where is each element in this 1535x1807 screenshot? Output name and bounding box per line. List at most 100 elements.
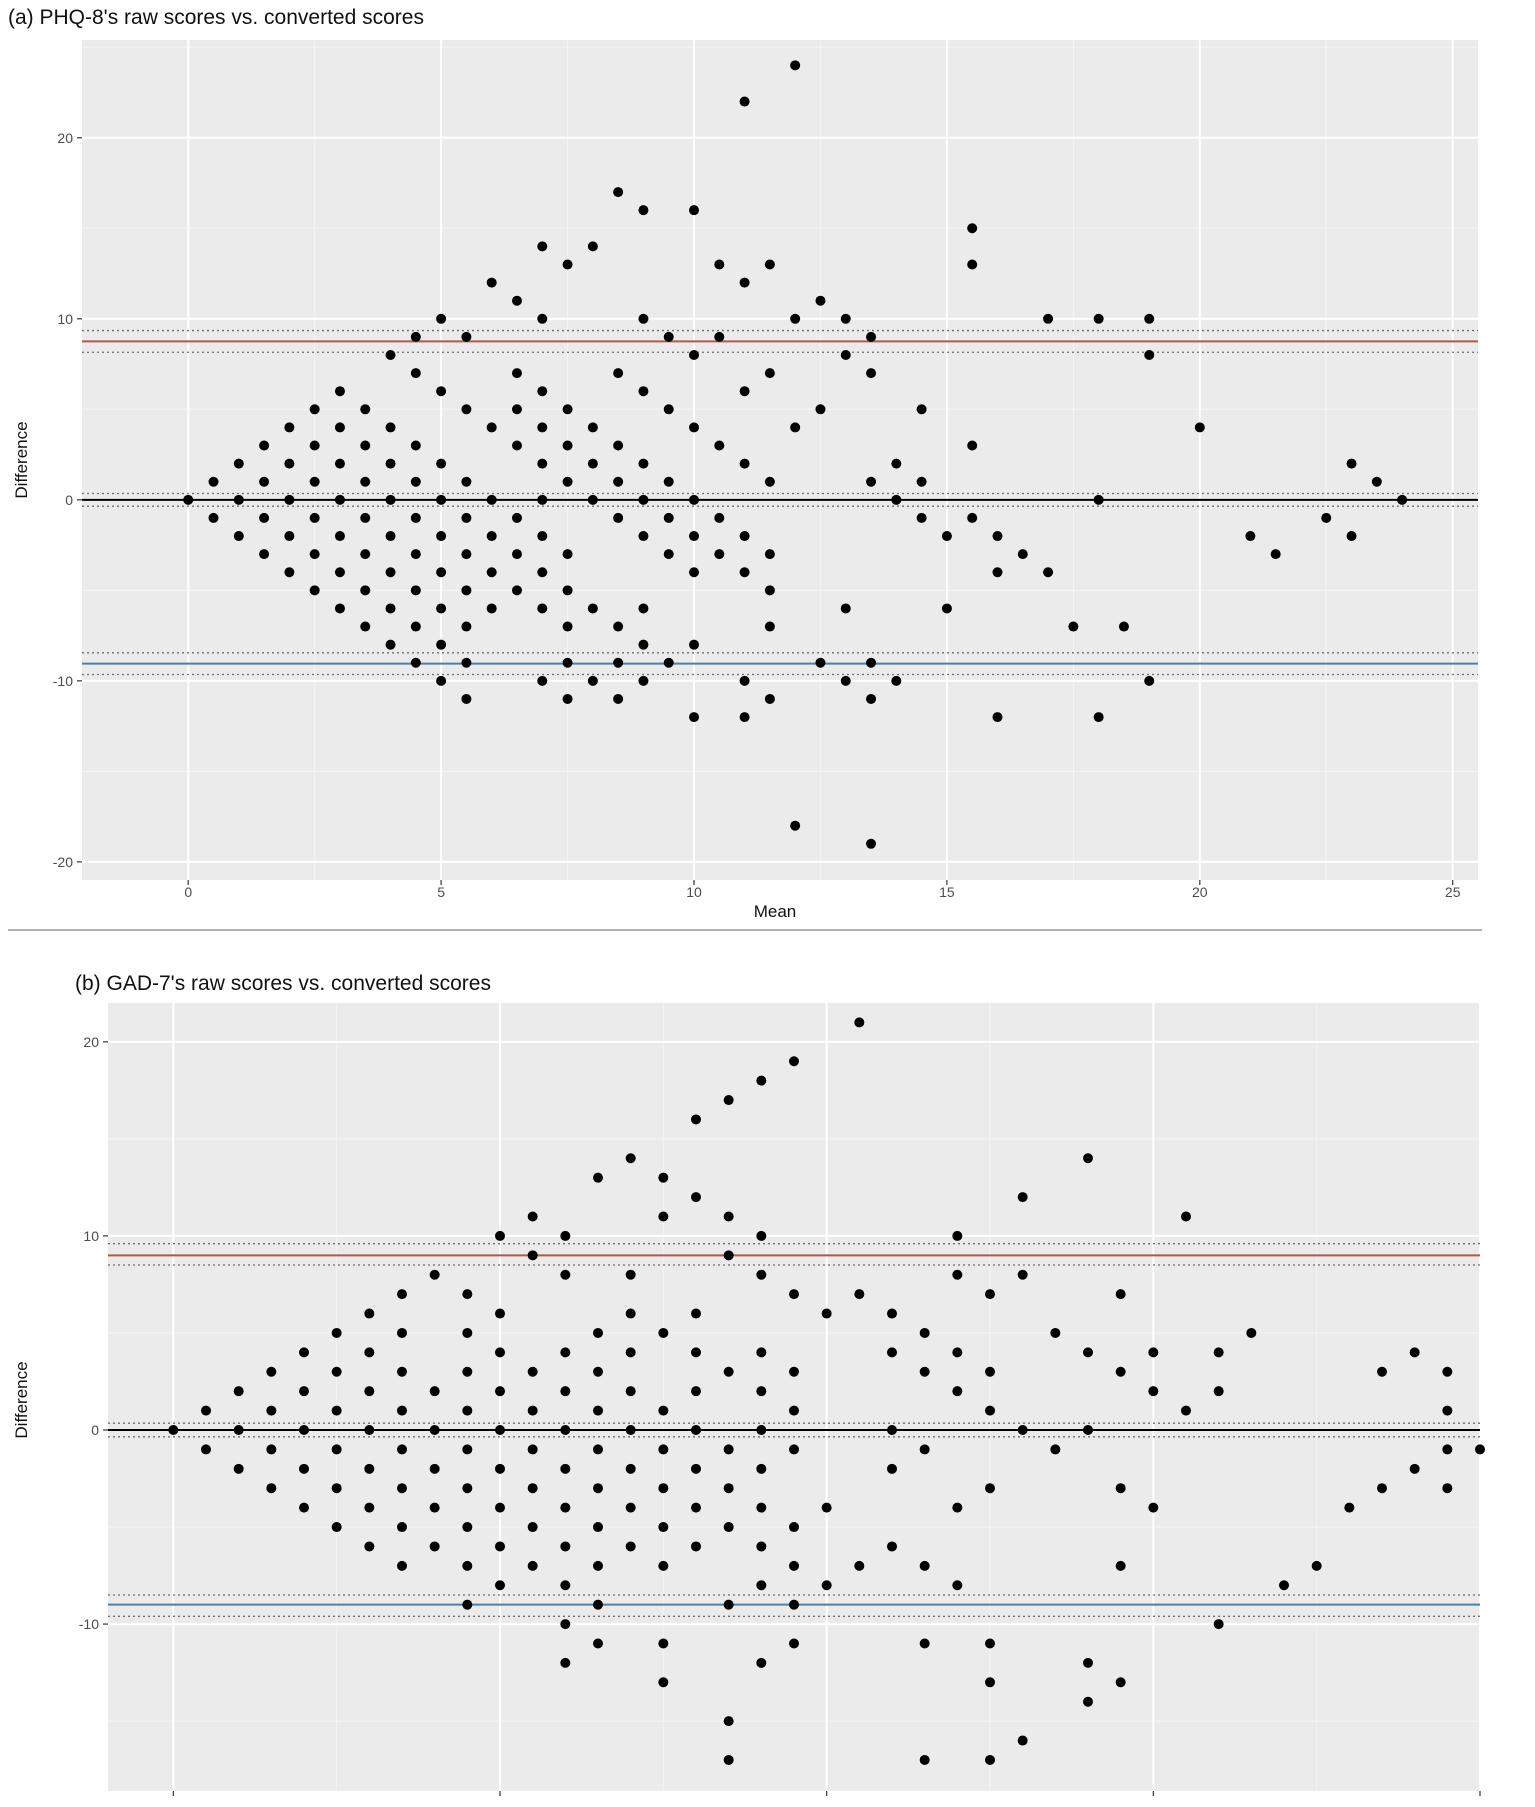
data-point bbox=[1050, 1327, 1061, 1338]
data-point bbox=[663, 657, 674, 668]
data-point bbox=[756, 1580, 767, 1591]
data-point bbox=[364, 1424, 375, 1435]
data-point bbox=[1475, 1444, 1485, 1455]
data-point bbox=[331, 1483, 342, 1494]
data-point bbox=[992, 567, 1003, 578]
data-point bbox=[756, 1541, 767, 1552]
data-point bbox=[537, 531, 548, 542]
data-point bbox=[397, 1522, 407, 1533]
data-point bbox=[952, 1230, 963, 1241]
data-point bbox=[638, 639, 649, 650]
data-point bbox=[593, 1405, 603, 1416]
data-point bbox=[789, 1638, 799, 1649]
data-point bbox=[1050, 1444, 1061, 1455]
data-point bbox=[593, 1327, 603, 1338]
data-point bbox=[1017, 549, 1028, 560]
data-point bbox=[1017, 1735, 1028, 1746]
data-point bbox=[397, 1444, 407, 1455]
data-point bbox=[299, 1424, 309, 1435]
data-point bbox=[1279, 1580, 1289, 1591]
data-point bbox=[689, 350, 700, 360]
data-point bbox=[723, 1483, 734, 1494]
data-point bbox=[233, 458, 244, 469]
data-point bbox=[537, 675, 548, 686]
data-point bbox=[1442, 1405, 1453, 1416]
data-point bbox=[1377, 1366, 1387, 1377]
data-point bbox=[625, 1153, 636, 1164]
data-point bbox=[562, 259, 573, 270]
data-point bbox=[723, 1754, 734, 1765]
y-tick-label: -10 bbox=[53, 673, 73, 689]
data-point bbox=[299, 1386, 309, 1397]
data-point bbox=[436, 603, 447, 614]
data-point bbox=[691, 1463, 701, 1474]
data-point bbox=[331, 1405, 342, 1416]
data-point bbox=[587, 422, 598, 433]
data-point bbox=[537, 494, 548, 505]
data-point bbox=[397, 1289, 407, 1300]
data-point bbox=[941, 531, 952, 542]
data-point bbox=[691, 1502, 701, 1513]
data-point bbox=[815, 657, 826, 668]
x-tick-label: 15 bbox=[939, 884, 955, 900]
data-point bbox=[941, 603, 952, 614]
data-point bbox=[397, 1366, 407, 1377]
data-point bbox=[461, 331, 472, 342]
data-point bbox=[663, 549, 674, 560]
data-point bbox=[360, 512, 371, 523]
chart-a-title: (a) PHQ-8's raw scores vs. converted sco… bbox=[8, 6, 424, 29]
x-tick-label: 25 bbox=[1445, 884, 1461, 900]
data-point bbox=[410, 585, 421, 596]
data-point bbox=[284, 494, 295, 505]
chart-a-x-ticks: 0 5 10 15 20 25 bbox=[184, 880, 1461, 900]
chart-b-title: (b) GAD-7's raw scores vs. converted sco… bbox=[75, 972, 491, 995]
data-point bbox=[613, 657, 624, 668]
data-point bbox=[891, 675, 902, 686]
data-point bbox=[1115, 1366, 1126, 1377]
data-point bbox=[689, 712, 700, 723]
data-point bbox=[790, 313, 801, 324]
data-point bbox=[789, 1405, 799, 1416]
data-point bbox=[1083, 1696, 1093, 1707]
data-point bbox=[462, 1289, 473, 1300]
data-point bbox=[1270, 549, 1281, 560]
data-point bbox=[723, 1599, 734, 1610]
data-point bbox=[790, 60, 801, 71]
data-point bbox=[562, 585, 573, 596]
data-point bbox=[658, 1638, 669, 1649]
data-point bbox=[1144, 675, 1155, 686]
data-point bbox=[789, 1056, 799, 1067]
data-point bbox=[410, 549, 421, 560]
data-point bbox=[739, 277, 750, 288]
y-tick-label: 20 bbox=[57, 130, 73, 146]
y-tick-label: 0 bbox=[65, 492, 73, 508]
data-point bbox=[360, 549, 371, 560]
data-point bbox=[593, 1444, 603, 1455]
y-tick-label: 20 bbox=[83, 1034, 99, 1050]
data-point bbox=[259, 476, 270, 487]
data-point bbox=[887, 1424, 897, 1435]
y-tick-label: 0 bbox=[91, 1422, 99, 1438]
data-point bbox=[1068, 621, 1079, 632]
data-point bbox=[1213, 1386, 1224, 1397]
chart-b-x-ticks bbox=[172, 1791, 1481, 1796]
data-point bbox=[537, 241, 548, 252]
data-point bbox=[689, 205, 700, 216]
data-point bbox=[385, 422, 396, 433]
data-point bbox=[985, 1366, 995, 1377]
data-point bbox=[527, 1405, 538, 1416]
data-point bbox=[309, 549, 320, 560]
data-point bbox=[462, 1560, 473, 1571]
data-point bbox=[1442, 1444, 1453, 1455]
data-point bbox=[385, 350, 396, 360]
data-point bbox=[691, 1308, 701, 1319]
data-point bbox=[739, 712, 750, 723]
data-point bbox=[495, 1424, 505, 1435]
data-point bbox=[331, 1327, 342, 1338]
data-point bbox=[1043, 567, 1054, 578]
y-tick-label: 10 bbox=[83, 1228, 99, 1244]
data-point bbox=[233, 1463, 244, 1474]
data-point bbox=[462, 1405, 473, 1416]
data-point bbox=[461, 621, 472, 632]
data-point bbox=[385, 494, 396, 505]
